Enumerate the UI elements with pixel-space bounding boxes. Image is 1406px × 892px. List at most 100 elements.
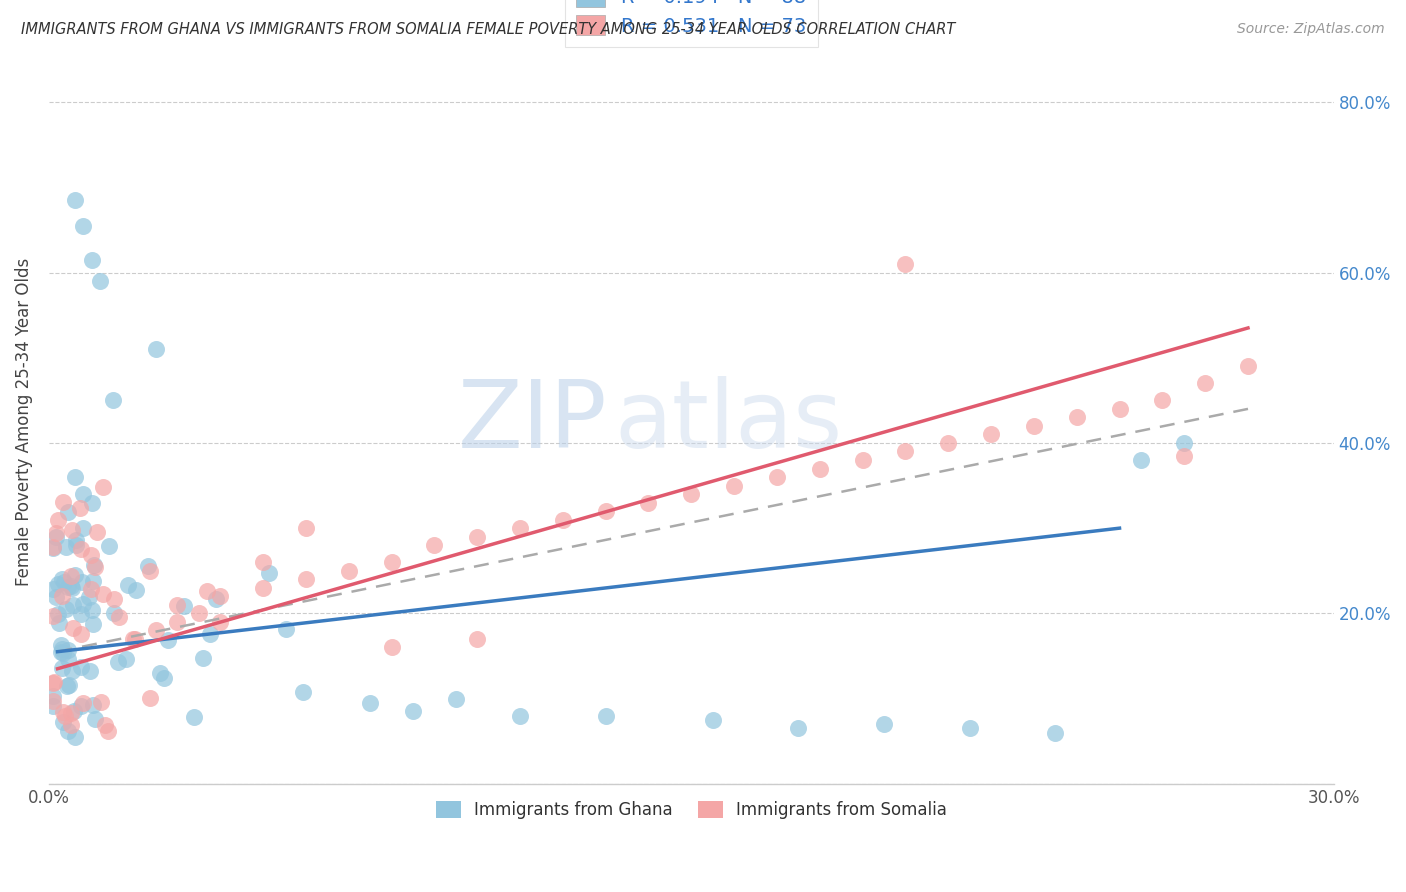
Point bbox=[83, 712, 105, 726]
Point bbox=[49, 638, 72, 652]
Legend: Immigrants from Ghana, Immigrants from Somalia: Immigrants from Ghana, Immigrants from S… bbox=[429, 795, 953, 826]
Point bbox=[103, 393, 125, 408]
Point bbox=[136, 558, 159, 573]
Text: ZIP: ZIP bbox=[458, 376, 607, 467]
Point bbox=[894, 444, 917, 458]
Point bbox=[42, 674, 65, 689]
Point bbox=[62, 598, 84, 612]
Point bbox=[53, 709, 76, 723]
Point bbox=[70, 698, 93, 713]
Point bbox=[145, 343, 167, 357]
Point bbox=[82, 603, 104, 617]
Point bbox=[145, 624, 167, 638]
Point bbox=[1022, 418, 1045, 433]
Point bbox=[423, 538, 446, 552]
Point bbox=[183, 710, 205, 724]
Point bbox=[1108, 401, 1130, 416]
Point bbox=[72, 575, 94, 590]
Point bbox=[60, 579, 83, 593]
Point bbox=[62, 621, 84, 635]
Point bbox=[45, 526, 67, 541]
Point bbox=[60, 581, 83, 595]
Point bbox=[295, 521, 318, 535]
Point bbox=[96, 723, 118, 738]
Point bbox=[936, 436, 959, 450]
Point bbox=[82, 698, 104, 712]
Point bbox=[94, 717, 117, 731]
Point bbox=[551, 513, 574, 527]
Point bbox=[153, 671, 176, 685]
Point bbox=[51, 590, 73, 604]
Point bbox=[63, 193, 86, 207]
Point bbox=[204, 591, 226, 606]
Point bbox=[894, 257, 917, 271]
Point bbox=[45, 531, 67, 545]
Point bbox=[723, 478, 745, 492]
Point bbox=[359, 696, 381, 710]
Point bbox=[51, 706, 73, 720]
Point bbox=[173, 599, 195, 614]
Point bbox=[42, 694, 65, 708]
Point bbox=[82, 574, 104, 589]
Point bbox=[509, 521, 531, 535]
Point bbox=[337, 564, 360, 578]
Point bbox=[77, 591, 100, 605]
Point bbox=[42, 582, 65, 596]
Point bbox=[60, 568, 83, 582]
Point bbox=[509, 708, 531, 723]
Point bbox=[1045, 725, 1067, 739]
Point bbox=[117, 578, 139, 592]
Point bbox=[198, 627, 221, 641]
Point bbox=[58, 652, 80, 666]
Point bbox=[52, 495, 75, 509]
Point bbox=[122, 632, 145, 646]
Point bbox=[42, 676, 65, 690]
Point bbox=[89, 274, 111, 288]
Point bbox=[187, 607, 209, 621]
Point bbox=[108, 610, 131, 624]
Point bbox=[252, 581, 274, 595]
Point bbox=[209, 615, 232, 629]
Text: IMMIGRANTS FROM GHANA VS IMMIGRANTS FROM SOMALIA FEMALE POVERTY AMONG 25-34 YEAR: IMMIGRANTS FROM GHANA VS IMMIGRANTS FROM… bbox=[21, 22, 955, 37]
Point bbox=[1129, 453, 1152, 467]
Point bbox=[380, 640, 402, 655]
Point bbox=[107, 655, 129, 669]
Point bbox=[80, 582, 103, 596]
Point bbox=[70, 627, 93, 641]
Point bbox=[65, 533, 87, 547]
Point bbox=[292, 685, 315, 699]
Point bbox=[60, 718, 83, 732]
Point bbox=[72, 696, 94, 710]
Point bbox=[80, 252, 103, 267]
Point bbox=[63, 731, 86, 745]
Point bbox=[46, 513, 69, 527]
Point bbox=[787, 722, 810, 736]
Point bbox=[166, 598, 188, 612]
Point bbox=[595, 708, 617, 723]
Point bbox=[46, 577, 69, 591]
Point bbox=[56, 580, 79, 594]
Point bbox=[980, 427, 1002, 442]
Point bbox=[72, 521, 94, 535]
Point bbox=[49, 645, 72, 659]
Point bbox=[637, 495, 659, 509]
Point bbox=[124, 632, 146, 646]
Point bbox=[58, 678, 80, 692]
Point bbox=[808, 461, 831, 475]
Point bbox=[1173, 436, 1195, 450]
Point bbox=[51, 642, 73, 657]
Point bbox=[53, 574, 76, 589]
Text: atlas: atlas bbox=[614, 376, 842, 467]
Point bbox=[56, 642, 79, 657]
Point bbox=[58, 724, 80, 739]
Point bbox=[69, 607, 91, 621]
Point bbox=[91, 479, 114, 493]
Point bbox=[42, 608, 65, 623]
Point bbox=[97, 540, 120, 554]
Y-axis label: Female Poverty Among 25-34 Year Olds: Female Poverty Among 25-34 Year Olds bbox=[15, 258, 32, 586]
Point bbox=[48, 616, 70, 631]
Point bbox=[82, 616, 104, 631]
Point bbox=[63, 704, 86, 718]
Point bbox=[259, 566, 281, 581]
Point bbox=[166, 615, 188, 629]
